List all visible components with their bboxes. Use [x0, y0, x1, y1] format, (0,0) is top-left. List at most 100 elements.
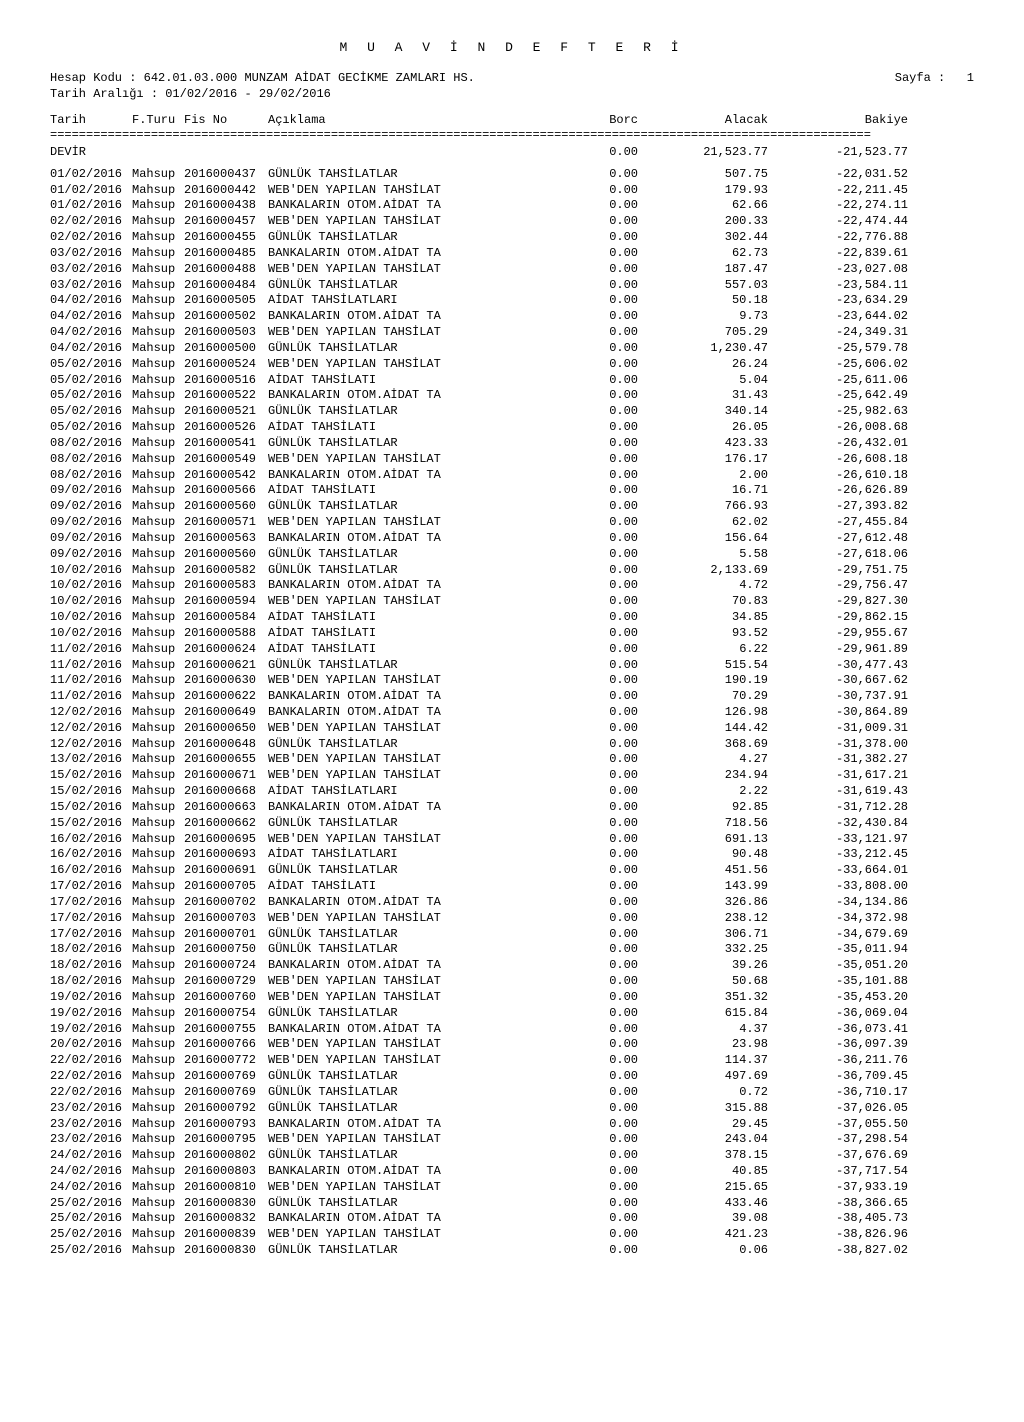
cell-fisno: 2016000438: [184, 198, 268, 214]
cell-tarih: 08/02/2016: [50, 452, 132, 468]
cell-borc: 0.00: [528, 246, 638, 262]
cell-fturu: Mahsup: [132, 1101, 184, 1117]
cell-borc: 0.00: [528, 499, 638, 515]
cell-tarih: 12/02/2016: [50, 737, 132, 753]
cell-alacak: 5.04: [638, 373, 768, 389]
cell-aciklama: WEB'DEN YAPILAN TAHSİLAT: [268, 673, 528, 689]
table-row: 05/02/2016Mahsup2016000526AİDAT TAHSİLAT…: [50, 420, 974, 436]
cell-fisno: 2016000691: [184, 863, 268, 879]
cell-fisno: 2016000703: [184, 911, 268, 927]
cell-tarih: 19/02/2016: [50, 1006, 132, 1022]
cell-alacak: 23.98: [638, 1037, 768, 1053]
cell-borc: 0.00: [528, 373, 638, 389]
cell-borc: 0.00: [528, 515, 638, 531]
cell-borc: 0.00: [528, 198, 638, 214]
cell-fisno: 2016000830: [184, 1243, 268, 1259]
cell-borc: 0.00: [528, 927, 638, 943]
cell-tarih: 24/02/2016: [50, 1180, 132, 1196]
cell-alacak: 515.54: [638, 658, 768, 674]
cell-fisno: 2016000793: [184, 1117, 268, 1133]
devir-row: DEVİR 0.00 21,523.77 -21,523.77: [50, 145, 974, 161]
cell-tarih: 10/02/2016: [50, 594, 132, 610]
cell-tarih: 13/02/2016: [50, 752, 132, 768]
cell-aciklama: BANKALARIN OTOM.AİDAT TA: [268, 689, 528, 705]
cell-tarih: 25/02/2016: [50, 1227, 132, 1243]
cell-fturu: Mahsup: [132, 404, 184, 420]
cell-aciklama: WEB'DEN YAPILAN TAHSİLAT: [268, 357, 528, 373]
cell-bakiye: -24,349.31: [768, 325, 908, 341]
cell-alacak: 5.58: [638, 547, 768, 563]
cell-alacak: 29.45: [638, 1117, 768, 1133]
cell-aciklama: WEB'DEN YAPILAN TAHSİLAT: [268, 214, 528, 230]
cell-alacak: 1,230.47: [638, 341, 768, 357]
devir-label: DEVİR: [50, 145, 132, 161]
cell-fisno: 2016000455: [184, 230, 268, 246]
col-fturu: F.Turu: [132, 113, 184, 127]
cell-bakiye: -37,717.54: [768, 1164, 908, 1180]
cell-aciklama: WEB'DEN YAPILAN TAHSİLAT: [268, 721, 528, 737]
devir-borc: 0.00: [528, 145, 638, 161]
cell-fturu: Mahsup: [132, 768, 184, 784]
cell-aciklama: AİDAT TAHSİLATI: [268, 610, 528, 626]
table-row: 08/02/2016Mahsup2016000549WEB'DEN YAPILA…: [50, 452, 974, 468]
cell-fisno: 2016000622: [184, 689, 268, 705]
table-row: 10/02/2016Mahsup2016000594WEB'DEN YAPILA…: [50, 594, 974, 610]
cell-aciklama: WEB'DEN YAPILAN TAHSİLAT: [268, 183, 528, 199]
cell-tarih: 03/02/2016: [50, 278, 132, 294]
cell-borc: 0.00: [528, 563, 638, 579]
cell-alacak: 34.85: [638, 610, 768, 626]
cell-aciklama: GÜNLÜK TAHSİLATLAR: [268, 863, 528, 879]
cell-alacak: 378.15: [638, 1148, 768, 1164]
cell-alacak: 143.99: [638, 879, 768, 895]
col-fisno: Fis No: [184, 113, 268, 127]
cell-aciklama: GÜNLÜK TAHSİLATLAR: [268, 1148, 528, 1164]
table-row: 16/02/2016Mahsup2016000691GÜNLÜK TAHSİLA…: [50, 863, 974, 879]
cell-bakiye: -31,619.43: [768, 784, 908, 800]
cell-alacak: 4.72: [638, 578, 768, 594]
cell-fisno: 2016000542: [184, 468, 268, 484]
cell-bakiye: -25,982.63: [768, 404, 908, 420]
cell-fturu: Mahsup: [132, 262, 184, 278]
cell-tarih: 23/02/2016: [50, 1132, 132, 1148]
cell-bakiye: -27,393.82: [768, 499, 908, 515]
cell-fisno: 2016000769: [184, 1085, 268, 1101]
cell-bakiye: -38,826.96: [768, 1227, 908, 1243]
sayfa-value: 1: [967, 71, 974, 85]
cell-fturu: Mahsup: [132, 420, 184, 436]
cell-tarih: 19/02/2016: [50, 1022, 132, 1038]
cell-aciklama: GÜNLÜK TAHSİLATLAR: [268, 1101, 528, 1117]
cell-bakiye: -38,366.65: [768, 1196, 908, 1212]
cell-fturu: Mahsup: [132, 911, 184, 927]
cell-bakiye: -22,839.61: [768, 246, 908, 262]
table-row: 11/02/2016Mahsup2016000621GÜNLÜK TAHSİLA…: [50, 658, 974, 674]
cell-tarih: 04/02/2016: [50, 293, 132, 309]
table-row: 09/02/2016Mahsup2016000560GÜNLÜK TAHSİLA…: [50, 499, 974, 515]
cell-aciklama: BANKALARIN OTOM.AİDAT TA: [268, 309, 528, 325]
cell-aciklama: BANKALARIN OTOM.AİDAT TA: [268, 578, 528, 594]
cell-fturu: Mahsup: [132, 1085, 184, 1101]
cell-tarih: 05/02/2016: [50, 357, 132, 373]
cell-borc: 0.00: [528, 863, 638, 879]
cell-borc: 0.00: [528, 642, 638, 658]
table-row: 19/02/2016Mahsup2016000755BANKALARIN OTO…: [50, 1022, 974, 1038]
cell-fisno: 2016000584: [184, 610, 268, 626]
table-row: 15/02/2016Mahsup2016000662GÜNLÜK TAHSİLA…: [50, 816, 974, 832]
devir-bakiye: -21,523.77: [768, 145, 908, 161]
cell-fisno: 2016000705: [184, 879, 268, 895]
cell-alacak: 9.73: [638, 309, 768, 325]
cell-fturu: Mahsup: [132, 879, 184, 895]
cell-tarih: 15/02/2016: [50, 800, 132, 816]
cell-fisno: 2016000502: [184, 309, 268, 325]
cell-tarih: 05/02/2016: [50, 420, 132, 436]
cell-aciklama: WEB'DEN YAPILAN TAHSİLAT: [268, 452, 528, 468]
cell-tarih: 24/02/2016: [50, 1148, 132, 1164]
cell-fisno: 2016000588: [184, 626, 268, 642]
table-row: 03/02/2016Mahsup2016000484GÜNLÜK TAHSİLA…: [50, 278, 974, 294]
cell-fisno: 2016000594: [184, 594, 268, 610]
cell-aciklama: AİDAT TAHSİLATI: [268, 373, 528, 389]
cell-borc: 0.00: [528, 816, 638, 832]
cell-tarih: 03/02/2016: [50, 246, 132, 262]
cell-bakiye: -36,097.39: [768, 1037, 908, 1053]
cell-borc: 0.00: [528, 705, 638, 721]
cell-fisno: 2016000702: [184, 895, 268, 911]
